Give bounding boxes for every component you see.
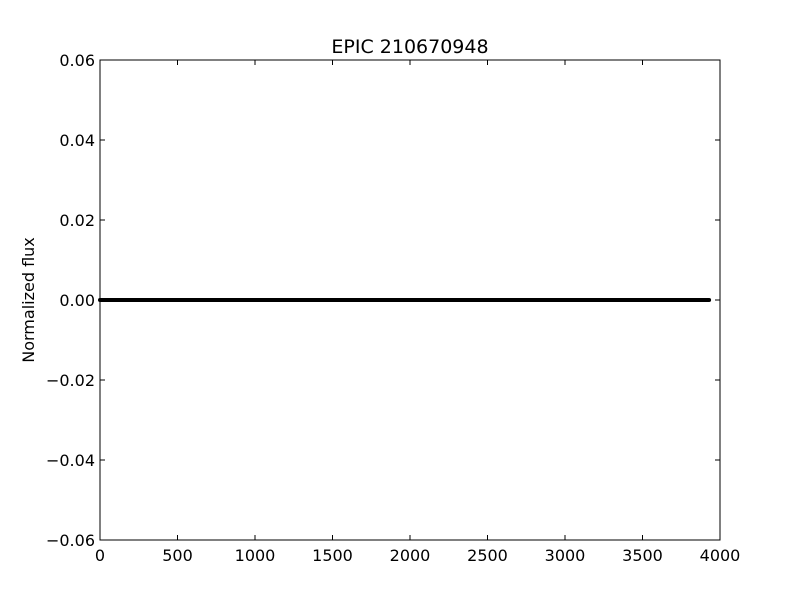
y-tick-label: −0.04: [46, 451, 95, 470]
x-tick-label: 500: [162, 546, 193, 565]
x-tick-label: 2000: [390, 546, 431, 565]
y-tick-label: 0.02: [59, 211, 95, 230]
x-tick-label: 3000: [545, 546, 586, 565]
y-tick-label: 0.00: [59, 291, 95, 310]
x-tick-label: 2500: [467, 546, 508, 565]
x-tick-label: 1500: [312, 546, 353, 565]
plot-frame: [99, 59, 721, 541]
y-tick-labels: 0.06 0.04 0.02 0.00 −0.02 −0.04 −0.06: [46, 51, 95, 550]
chart-title: EPIC 210670948: [331, 36, 488, 58]
y-tick-label: 0.04: [59, 131, 95, 150]
x-tick-label: 1000: [235, 546, 276, 565]
y-tick-label: −0.02: [46, 371, 95, 390]
y-tick-label: −0.06: [46, 531, 95, 550]
x-tick-label: 0: [95, 546, 105, 565]
x-tick-label: 4000: [700, 546, 741, 565]
x-tick-labels: 0 500 1000 1500 2000 2500 3000 3500 4000: [95, 546, 740, 565]
x-tick-label: 3500: [622, 546, 663, 565]
y-axis-label: Normalized flux: [19, 237, 38, 363]
y-tick-label: 0.06: [59, 51, 95, 70]
